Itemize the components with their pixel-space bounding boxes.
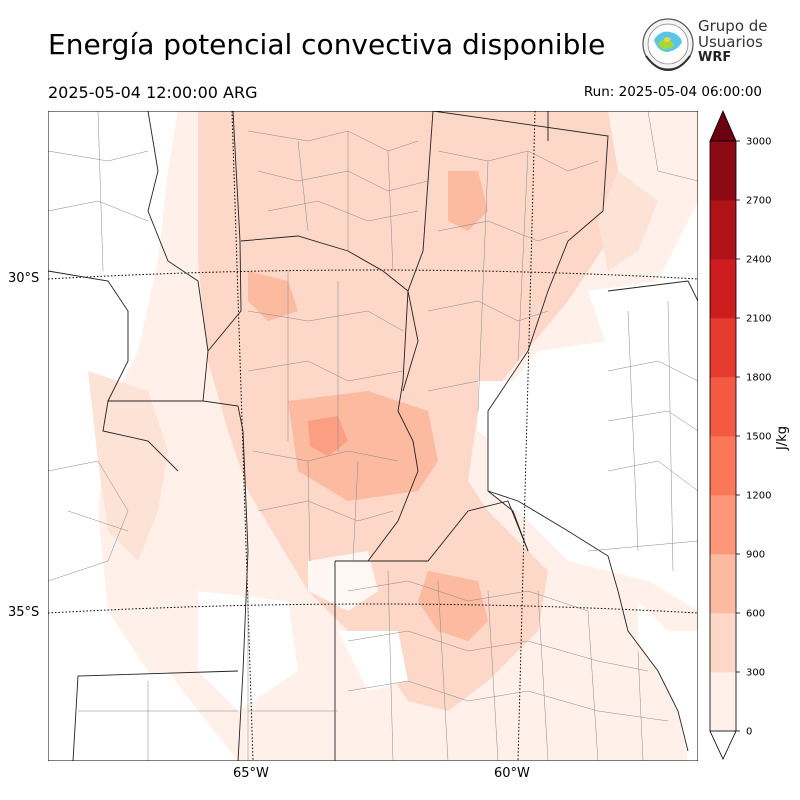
- map-title: Energía potencial convectiva disponible: [48, 28, 606, 61]
- colorbar-unit-label: J/kg: [775, 426, 790, 450]
- colorbar-segment: [710, 200, 736, 260]
- colorbar-extend-max: [709, 109, 737, 142]
- colorbar-tick-label: 900: [746, 550, 765, 561]
- lon-label-60w: 60°W: [494, 766, 530, 781]
- valid-time: 2025-05-04 12:00:00 ARG: [48, 83, 258, 102]
- run-time: Run: 2025-05-04 06:00:00: [583, 84, 762, 100]
- colorbar-segment: [710, 141, 736, 201]
- colorbar: 0 300 600 900 1200 1500 1800 2100 2400 2700 3000: [709, 109, 771, 760]
- colorbar-tick-label: 600: [746, 609, 765, 620]
- logo-text-line1: Grupo de: [698, 17, 768, 35]
- logo-text-wrf: WRF: [698, 50, 732, 65]
- colorbar-tick-label: 1800: [746, 373, 771, 384]
- colorbar-segment: [710, 318, 736, 378]
- lat-label-35s: 35°S: [8, 605, 40, 620]
- colorbar-segment: [710, 554, 736, 614]
- colorbar-tick-label: 3000: [746, 137, 771, 148]
- colorbar-tick-label: 300: [746, 668, 765, 679]
- wrf-logo-icon: [642, 18, 694, 72]
- colorbar-segment: [710, 259, 736, 319]
- colorbar-extend-min: [709, 730, 737, 760]
- logo-text-line2: Usuarios: [698, 33, 763, 51]
- colorbar-tick-label: 2100: [746, 314, 771, 325]
- colorbar-tick-label: 2700: [746, 196, 771, 207]
- cape-map: [48, 111, 698, 761]
- colorbar-segment: [710, 613, 736, 673]
- colorbar-tick-label: 0: [746, 727, 752, 738]
- lat-label-30s: 30°S: [8, 271, 40, 286]
- colorbar-segment: [710, 377, 736, 437]
- colorbar-tick-label: 1200: [746, 491, 771, 502]
- colorbar-tick-label: 1500: [746, 432, 771, 443]
- lon-label-65w: 65°W: [233, 766, 269, 781]
- colorbar-segments: [709, 109, 737, 760]
- colorbar-tick-label: 2400: [746, 255, 771, 266]
- colorbar-ticks: 0 300 600 900 1200 1500 1800 2100 2400 2700 3000: [736, 137, 771, 738]
- colorbar-segment: [710, 436, 736, 496]
- colorbar-segment: [710, 495, 736, 555]
- colorbar-segment: [710, 672, 736, 732]
